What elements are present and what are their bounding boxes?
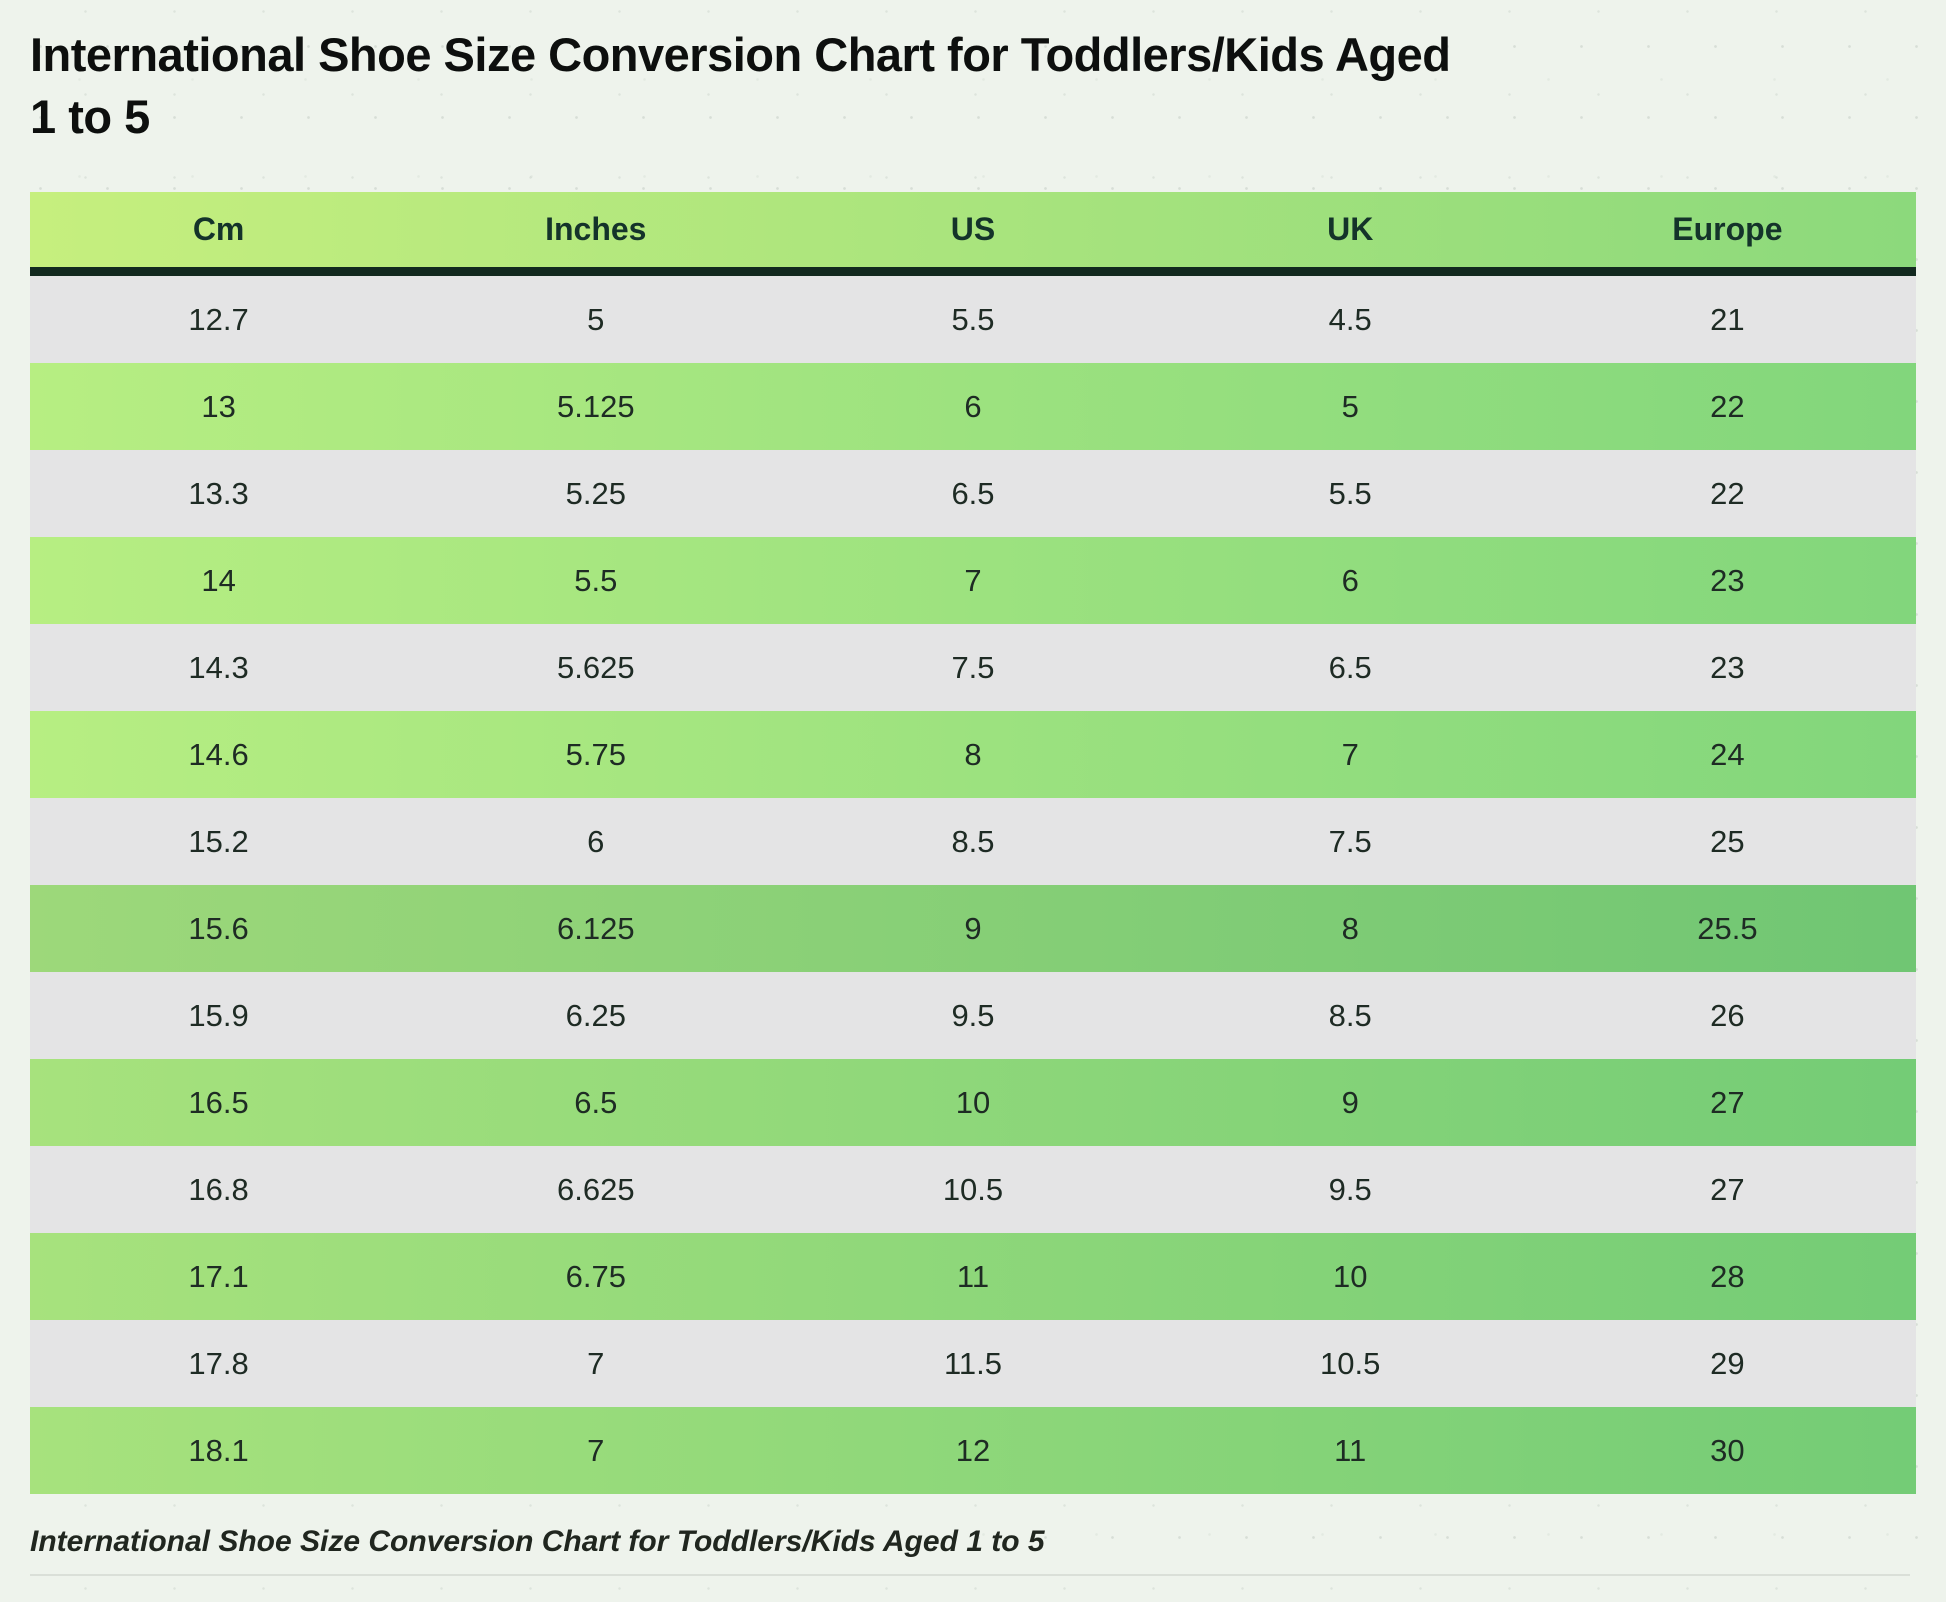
- table-cell: 18.1: [188, 1432, 249, 1468]
- table-cell: 6.5: [1328, 649, 1372, 685]
- table-cell: 6: [964, 388, 982, 424]
- table-cell: 8: [964, 736, 982, 772]
- table-cell: 7.5: [951, 649, 995, 685]
- table-cell: 12.7: [188, 301, 249, 337]
- table-cell: 10: [955, 1084, 991, 1120]
- table-cell: 6.125: [557, 910, 635, 946]
- table-cell: 5: [1341, 388, 1359, 424]
- table-row: 18.1 7 12 11 30: [30, 1407, 1916, 1495]
- table-cell: 7.5: [1328, 823, 1372, 859]
- column-header-europe: Europe: [1672, 211, 1783, 248]
- table-cell: 17.1: [188, 1258, 249, 1294]
- table-cell: 29: [1710, 1345, 1745, 1381]
- table-row: 12.7 5 5.5 4.5 21: [30, 276, 1916, 364]
- table-cell: 8.5: [1328, 997, 1372, 1033]
- table-cell: 28: [1710, 1258, 1745, 1294]
- table-cell: 15.6: [188, 910, 249, 946]
- table-row: 17.1 6.75 11 10 28: [30, 1233, 1916, 1321]
- table-cell: 16.8: [188, 1171, 249, 1207]
- table-cell: 6.25: [565, 997, 626, 1033]
- table-cell: 9.5: [951, 997, 995, 1033]
- table-cell: 6.5: [574, 1084, 618, 1120]
- table-cell: 26: [1710, 997, 1745, 1033]
- table-cell: 11: [1334, 1432, 1367, 1468]
- table-row: 17.8 7 11.5 10.5 29: [30, 1320, 1916, 1408]
- shoe-size-conversion-table: Cm Inches US UK Europe 12.7 5 5.5 4.5 21 13 5.125 6…: [30, 192, 1916, 1495]
- table-row: 16.8 6.625 10.5 9.5 27: [30, 1146, 1916, 1234]
- table-cell: 5.5: [574, 562, 618, 598]
- table-cell: 6.75: [565, 1258, 626, 1294]
- table-cell: 7: [587, 1345, 605, 1381]
- table-cell: 16.5: [188, 1084, 249, 1120]
- table-cell: 4.5: [1328, 301, 1372, 337]
- table-cell: 30: [1710, 1432, 1745, 1468]
- table-body: 12.7 5 5.5 4.5 21 13 5.125 6 5 22 13.3 5.25 6.5 5.5 22…: [30, 276, 1916, 1495]
- column-header-cm: Cm: [192, 211, 245, 248]
- table-cell: 23: [1710, 562, 1745, 598]
- table-cell: 21: [1710, 301, 1745, 337]
- table-cell: 6.5: [951, 475, 995, 511]
- table-cell: 27: [1710, 1084, 1745, 1120]
- table-row: 13 5.125 6 5 22: [30, 363, 1916, 451]
- table-row: 14.3 5.625 7.5 6.5 23: [30, 624, 1916, 712]
- page-title: International Shoe Size Conversion Chart…: [0, 0, 1946, 148]
- table-cell: 8: [1341, 910, 1359, 946]
- table-cell: 9: [1341, 1084, 1359, 1120]
- table-row: 15.9 6.25 9.5 8.5 26: [30, 972, 1916, 1060]
- table-row: 15.2 6 8.5 7.5 25: [30, 798, 1916, 886]
- table-cell: 5.25: [565, 475, 626, 511]
- table-cell: 14.3: [188, 649, 249, 685]
- page-title-line2: 1 to 5: [30, 90, 150, 144]
- table-cell: 5.625: [557, 649, 635, 685]
- table-cell: 24: [1710, 736, 1745, 772]
- table-cell: 13: [201, 388, 236, 424]
- table-cell: 23: [1710, 649, 1745, 685]
- table-cell: 5.75: [565, 736, 626, 772]
- table-cell: 10: [1332, 1258, 1368, 1294]
- table-row: 16.5 6.5 10 9 27: [30, 1059, 1916, 1147]
- table-cell: 6: [1341, 562, 1359, 598]
- table-cell: 6: [587, 823, 605, 859]
- column-header-inches: Inches: [545, 211, 647, 248]
- table-cell: 27: [1710, 1171, 1745, 1207]
- table-cell: 25.5: [1697, 910, 1758, 946]
- table-row: 14 5.5 7 6 23: [30, 537, 1916, 625]
- table-cell: 22: [1710, 388, 1745, 424]
- table-cell: 5.5: [951, 301, 995, 337]
- table-cell: 5: [587, 301, 605, 337]
- table-cell: 12: [955, 1432, 991, 1468]
- table-header-row: Cm Inches US UK Europe: [30, 192, 1916, 277]
- table-cell: 11.5: [943, 1345, 1003, 1381]
- table-cell: 8.5: [951, 823, 995, 859]
- table-cell: 15.2: [188, 823, 249, 859]
- table-cell: 13.3: [188, 475, 249, 511]
- table-cell: 14.6: [188, 736, 249, 772]
- table-cell: 9.5: [1328, 1171, 1372, 1207]
- table-row: 15.6 6.125 9 8 25.5: [30, 885, 1916, 973]
- table-cell: 5.125: [557, 388, 635, 424]
- table-cell: 17.8: [188, 1345, 249, 1381]
- table-cell: 10.5: [1320, 1345, 1381, 1381]
- page-title-line1: International Shoe Size Conversion Chart…: [30, 28, 1451, 81]
- table-cell: 14: [201, 562, 236, 598]
- table-row: 14.6 5.75 8 7 24: [30, 711, 1916, 799]
- table-cell: 9: [964, 910, 982, 946]
- table-caption: International Shoe Size Conversion Chart…: [30, 1525, 1045, 1559]
- table-cell: 15.9: [188, 997, 249, 1033]
- table-cell: 7: [1341, 736, 1359, 772]
- table-cell: 7: [964, 562, 982, 598]
- table-cell: 6.625: [557, 1171, 635, 1207]
- column-header-us: US: [950, 211, 996, 248]
- table-cell: 5.5: [1328, 475, 1372, 511]
- table-cell: 25: [1710, 823, 1745, 859]
- bottom-divider: [30, 1574, 1910, 1577]
- table-row: 13.3 5.25 6.5 5.5 22: [30, 450, 1916, 538]
- table-cell: 22: [1710, 475, 1745, 511]
- table-cell: 7: [587, 1432, 605, 1468]
- column-header-uk: UK: [1327, 211, 1374, 248]
- table-cell: 10.5: [942, 1171, 1004, 1207]
- table-cell: 11: [956, 1258, 990, 1294]
